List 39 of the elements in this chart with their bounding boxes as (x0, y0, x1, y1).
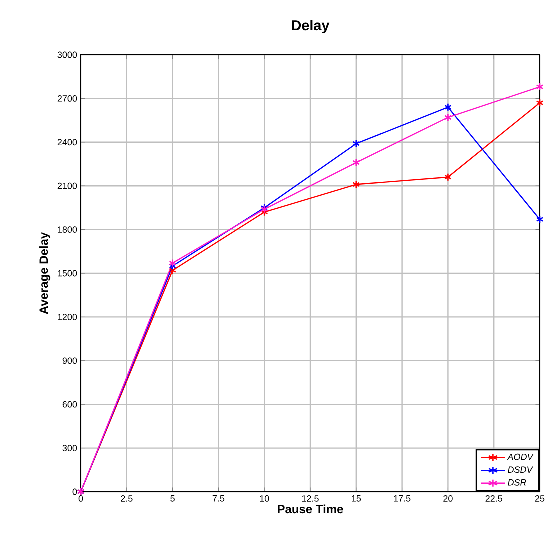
point (352, 180, 360, 189)
y-tick-label: 3000 (58, 52, 78, 58)
point (444, 113, 452, 122)
x-axis-title: Pause Time (278, 504, 344, 514)
x-tick-label: 25 (535, 496, 545, 502)
legend-label: AODV (507, 454, 534, 460)
y-tick-label: 900 (62, 358, 78, 364)
x-tick-label: 17.5 (394, 496, 411, 502)
x-tick-label: 20 (444, 496, 453, 502)
point (352, 158, 360, 167)
y-tick-label: 2400 (58, 139, 78, 146)
legend-label: DSR (508, 479, 526, 486)
y-tick-label: 300 (62, 445, 78, 452)
x-tick-label: 0 (78, 496, 84, 502)
point (444, 173, 452, 182)
y-tick-label: 2100 (58, 182, 78, 190)
y-tick-label: 1800 (58, 226, 78, 233)
y-tick-label: 600 (62, 401, 78, 408)
y-axis-title: Average Delay (39, 232, 51, 314)
point (444, 103, 452, 112)
x-tick-label: 15 (352, 496, 362, 502)
point (169, 266, 176, 275)
y-tick-label: 2700 (58, 96, 78, 102)
point (536, 215, 544, 224)
point (352, 140, 360, 148)
x-tick-label: 22.5 (486, 496, 502, 502)
chart-title: Delay (292, 20, 330, 34)
legend-label: DSDV (508, 466, 534, 474)
point (536, 98, 544, 108)
x-tick-label: 2.5 (121, 496, 133, 502)
x-tick-label: 10 (260, 496, 270, 502)
point (536, 82, 544, 92)
y-tick-label: 0 (72, 488, 78, 496)
x-tick-label: 12.5 (302, 496, 319, 502)
y-tick-label: 1200 (58, 314, 78, 320)
point (169, 259, 176, 268)
x-tick-label: 5 (170, 496, 175, 502)
x-tick-label: 7.5 (212, 496, 225, 502)
y-tick-label: 1500 (58, 270, 78, 277)
